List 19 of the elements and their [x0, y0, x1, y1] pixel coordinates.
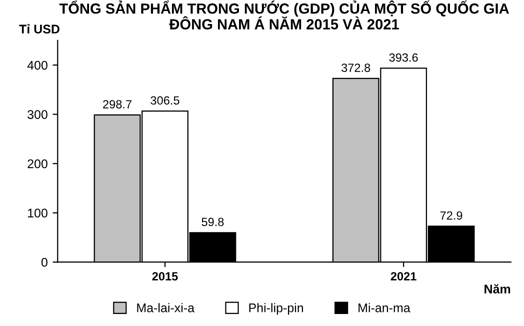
chart-title: TỔNG SẢN PHẨM TRONG NƯỚC (GDP) CỦA MỘT SỐ QUỐC GIA ĐÔNG NAM Á NĂM 2015 VÀ 2021 — [59, 0, 509, 30]
x-tick-label: 2015 — [152, 272, 178, 280]
y-axis-title: Tỉ USD — [19, 24, 60, 34]
legend-label: Ma-lai-xi-a — [137, 303, 194, 312]
y-tick-label: 400 — [27, 60, 48, 70]
x-axis-title: Năm — [484, 284, 510, 294]
data-label: 306.5 — [150, 96, 180, 105]
legend-label: Phi-lip-pin — [249, 303, 304, 315]
data-label: 393.6 — [389, 53, 418, 62]
data-label: 72.9 — [440, 211, 462, 220]
data-label: 372.8 — [342, 64, 370, 72]
legend-label: Mi-an-ma — [358, 303, 410, 312]
y-tick-label: 300 — [28, 110, 48, 119]
x-tick-label: 2021 — [390, 272, 416, 280]
data-label: 59.8 — [202, 218, 224, 226]
data-label: 298.7 — [103, 100, 132, 108]
y-tick-label: 200 — [28, 159, 48, 168]
y-tick-label: 0 — [41, 258, 48, 267]
y-tick-label: 100 — [28, 208, 48, 218]
